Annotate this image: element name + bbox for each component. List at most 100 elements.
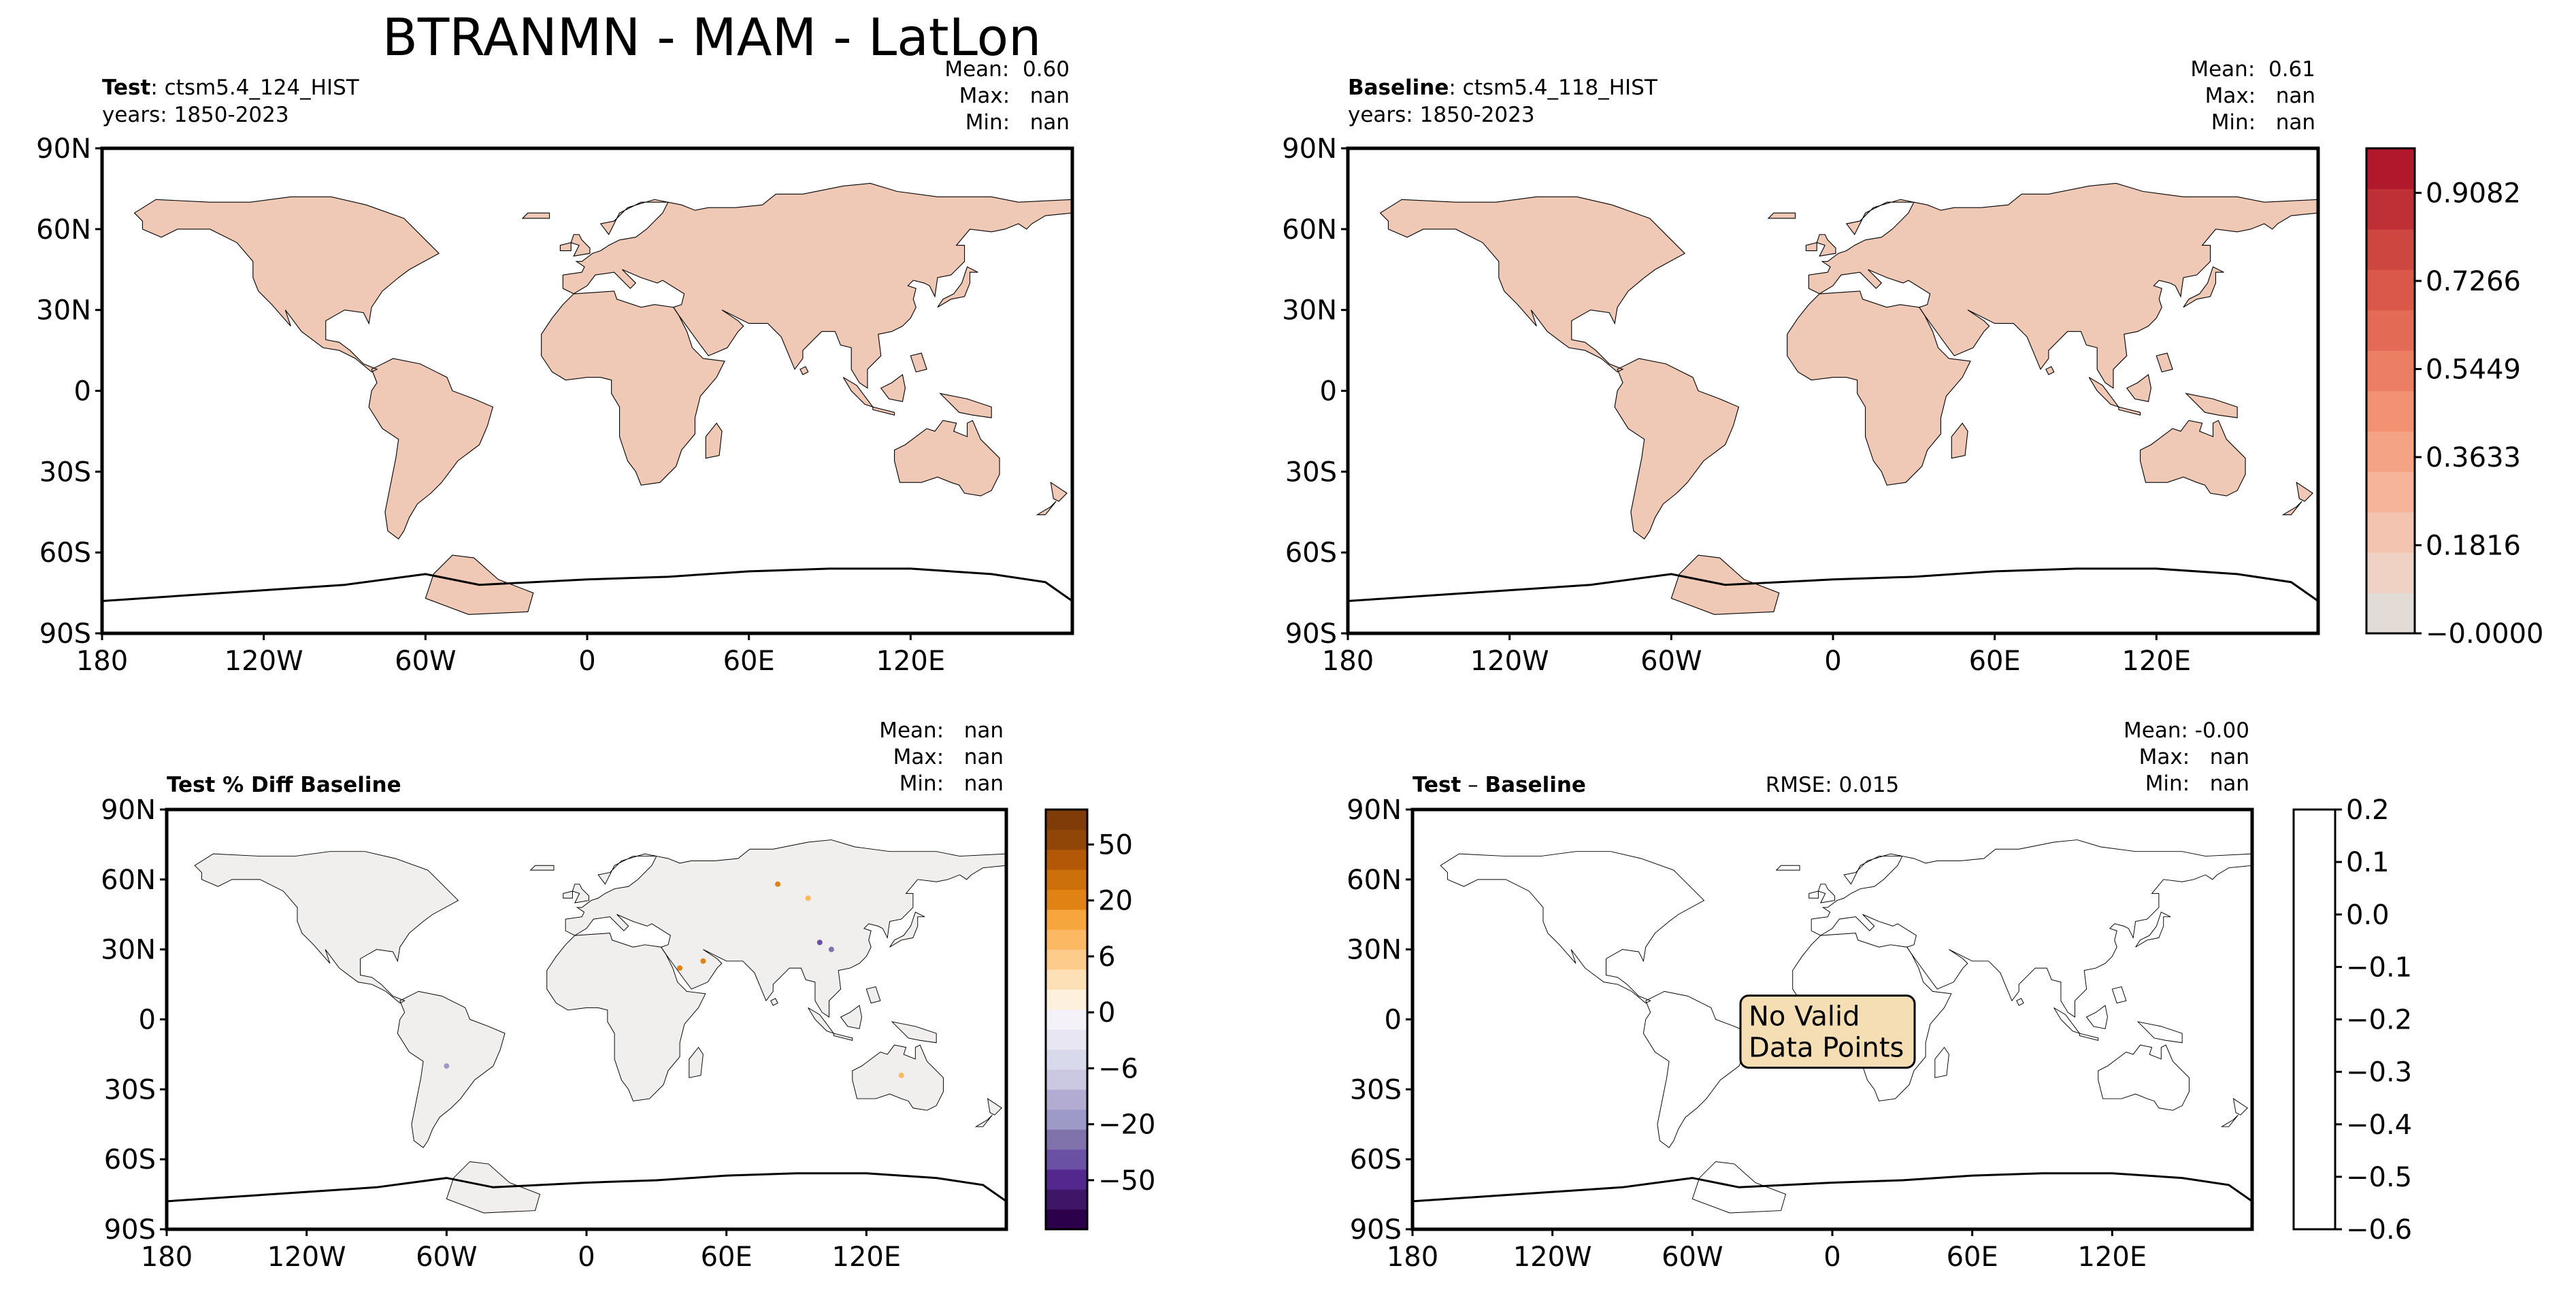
diff-lon-label: 120W [1513, 1241, 1592, 1273]
diff-label-bold: Test [1413, 773, 1462, 797]
baseline-lat-label: 0 [1320, 376, 1337, 407]
pctdiff-colorbar-swatch [1046, 1189, 1087, 1210]
pctdiff-stat: Max: nan [893, 745, 1004, 769]
pctdiff-colorbar-swatch [1046, 1209, 1087, 1230]
baseline-lat-label: 60S [1285, 537, 1337, 569]
diff-label-bold2: Baseline [1485, 773, 1586, 797]
baseline-label-bold: Baseline [1348, 76, 1449, 100]
pctdiff-colorbar-swatch [1046, 1049, 1087, 1070]
diff-stat: Max: nan [2139, 745, 2249, 769]
diff-colorbar-label: −0.3 [2346, 1057, 2412, 1088]
figure-title: BTRANMN - MAM - LatLon [382, 7, 1042, 67]
baseline-lat-label: 30N [1282, 295, 1337, 327]
diff-lon-label: 180 [1387, 1241, 1438, 1273]
pctdiff-lat-label: 90N [101, 795, 156, 826]
test-label-bold: Test [102, 76, 151, 100]
baseline-lon-label: 60W [1640, 646, 1702, 677]
baseline-lat-label: 60N [1282, 214, 1337, 246]
pctdiff-colorbar-swatch [1046, 1069, 1087, 1090]
baseline-label: Baseline: ctsm5.4_118_HIST [1348, 76, 1658, 100]
pctdiff-colorbar-swatch [1046, 1149, 1087, 1170]
pctdiff-colorbar-swatch [1046, 1109, 1087, 1130]
pctdiff-lat-label: 60N [101, 865, 156, 896]
main-colorbar-swatch [2366, 431, 2415, 472]
baseline-header: Baseline: ctsm5.4_118_HIST years: 1850-20… [1348, 57, 2315, 135]
pctdiff-antarctica-coast [167, 1172, 1006, 1203]
pctdiff-lat-label: 60S [104, 1144, 156, 1176]
diff-lat-label: 90S [1350, 1214, 1402, 1246]
baseline-lat-label: 30S [1285, 456, 1337, 488]
diff-header: Test – Baseline RMSE: 0.015 Mean: -0.00Max… [1413, 718, 2249, 797]
test-lon-label: 60W [395, 646, 456, 677]
baseline-desert-patch-5 [1657, 183, 1739, 211]
pctdiff-lat-label: 90S [104, 1214, 156, 1246]
diff-lat-label: 30N [1347, 935, 1402, 966]
test-label-case: : ctsm5.4_124_HIST [150, 76, 359, 100]
diff-colorbar: 0.2 0.1 0.0 −0.1 −0.2 −0.3 −0.4 −0.5 −0.6 [2292, 795, 2412, 1246]
main-colorbar-label: 0.1816 [2426, 530, 2521, 561]
main-colorbar-swatch [2366, 512, 2415, 553]
test-stat: Max: nan [959, 84, 1070, 108]
baseline-stat: Min: nan [2211, 110, 2315, 135]
main-colorbar-label: 0.5449 [2426, 354, 2521, 385]
baseline-stat: Max: nan [2205, 84, 2315, 108]
pctdiff-anomaly-spot-4 [775, 881, 781, 887]
pctdiff-colorbar-swatch [1046, 810, 1087, 830]
test-lon-label: 120W [225, 646, 303, 677]
test-header: Test: ctsm5.4_124_HIST years: 1850-2023 Me… [102, 57, 1070, 135]
pctdiff-anomaly-spot-5 [805, 895, 811, 901]
pctdiff-anomaly-spot-6 [444, 1063, 450, 1069]
main-colorbar-frame [2365, 147, 2416, 635]
pctdiff-colorbar-label: 6 [1098, 941, 1115, 973]
diff-stat: Mean: -0.00 [2124, 718, 2249, 743]
diff-lon-label: 60W [1662, 1241, 1723, 1273]
diff-lon-label: 0 [1823, 1241, 1840, 1273]
pctdiff-anomaly-spot-1 [677, 965, 683, 971]
diff-colorbar-label: −0.6 [2346, 1214, 2412, 1246]
pctdiff-lon-label: 120W [267, 1241, 346, 1273]
main-colorbar-swatch [2366, 269, 2415, 311]
main-colorbar-swatch [2366, 148, 2415, 189]
baseline-years: years: 1850-2023 [1348, 103, 1535, 127]
pctdiff-colorbar-swatch [1046, 1089, 1087, 1110]
pctdiff-colorbar-label: 50 [1098, 829, 1133, 861]
baseline-antarctica-coast [1348, 567, 2318, 602]
main-colorbar-label: −0.0000 [2426, 618, 2543, 650]
main-colorbar: 0.9082 0.7266 0.5449 0.3633 0.1816 −0.0000 [2365, 147, 2543, 650]
main-colorbar-swatch [2366, 229, 2415, 270]
pctdiff-lat-label: 0 [139, 1005, 156, 1036]
diff-lon-label: 120E [2078, 1241, 2147, 1273]
pctdiff-anomaly-spot-3 [828, 946, 834, 952]
pctdiff-colorbar-label: −20 [1098, 1110, 1155, 1141]
diff-stat: Min: nan [2145, 771, 2249, 796]
main-colorbar-swatch [2366, 390, 2415, 432]
test-stat: Min: nan [965, 110, 1070, 135]
pctdiff-anomaly-spot-0 [700, 958, 706, 964]
test-desert-patch-5 [412, 183, 493, 211]
diff-colorbar-label: −0.5 [2346, 1162, 2412, 1193]
test-lat-label: 90N [36, 133, 91, 165]
diff-colorbar-label: −0.4 [2346, 1110, 2412, 1141]
pctdiff-colorbar-swatch [1046, 829, 1087, 850]
main-colorbar-swatch [2366, 188, 2415, 230]
pctdiff-stat: Mean: nan [879, 718, 1004, 743]
pctdiff-colorbar-swatch [1046, 1029, 1087, 1050]
pctdiff-colorbar-swatch [1046, 1169, 1087, 1190]
test-lat-label: 30N [36, 295, 91, 327]
pctdiff-map-area [167, 838, 1006, 1214]
pctdiff-colorbar-swatch [1046, 1009, 1087, 1030]
main-colorbar-swatch [2366, 310, 2415, 351]
pctdiff-anomaly-spot-7 [898, 1072, 904, 1078]
pctdiff-lon-label: 120E [832, 1241, 902, 1273]
diff-colorbar-label: −0.2 [2346, 1005, 2412, 1036]
diff-lat-label: 60N [1347, 865, 1402, 896]
diff-colorbar-frame [2292, 808, 2336, 1231]
pctdiff-colorbar-swatch [1046, 1129, 1087, 1150]
diff-colorbar-label: −0.1 [2346, 952, 2412, 983]
test-lat-label: 90S [39, 618, 91, 650]
